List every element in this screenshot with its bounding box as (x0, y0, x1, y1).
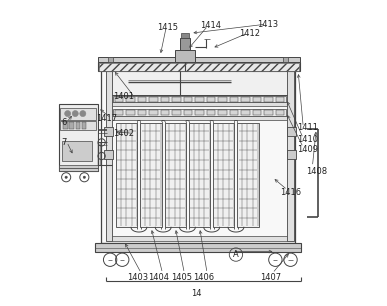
Text: 1412: 1412 (239, 29, 260, 38)
Bar (115, 110, 123, 115)
Bar (241, 97, 250, 102)
Bar (230, 110, 238, 115)
Bar (264, 97, 273, 102)
Bar (161, 97, 169, 102)
Bar (149, 110, 158, 115)
Circle shape (72, 110, 78, 117)
Text: 1411: 1411 (297, 123, 318, 132)
Text: 1402: 1402 (113, 129, 134, 138)
Bar (253, 110, 262, 115)
Bar (95, 243, 301, 252)
Bar (108, 58, 113, 62)
Bar (230, 97, 238, 102)
Bar (140, 123, 162, 227)
Text: 1408: 1408 (306, 167, 327, 176)
Circle shape (83, 176, 86, 178)
Bar (98, 62, 300, 71)
Bar (182, 33, 189, 38)
Text: 7: 7 (61, 138, 67, 147)
Bar (172, 110, 181, 115)
Text: 1416: 1416 (280, 188, 301, 197)
Text: 1414: 1414 (200, 21, 221, 30)
Text: 1407: 1407 (260, 273, 281, 282)
Bar (184, 97, 192, 102)
Bar (287, 127, 296, 136)
Text: 1403: 1403 (127, 273, 148, 282)
Bar (107, 71, 289, 95)
Bar (207, 97, 215, 102)
Circle shape (80, 110, 86, 117)
Bar (60, 107, 96, 120)
Bar (189, 123, 210, 227)
Bar (115, 97, 123, 102)
Bar (138, 97, 146, 102)
Bar (213, 123, 235, 227)
Text: 14: 14 (191, 289, 202, 298)
Bar (98, 57, 300, 62)
Bar (172, 97, 181, 102)
Bar (62, 141, 92, 161)
Bar (126, 110, 135, 115)
Text: 1413: 1413 (257, 20, 278, 29)
Bar (180, 38, 190, 50)
Bar (195, 97, 204, 102)
Bar (149, 97, 158, 102)
Text: 1405: 1405 (171, 273, 192, 282)
Circle shape (65, 110, 71, 117)
Bar (276, 110, 284, 115)
Bar (175, 50, 195, 62)
Bar (60, 121, 96, 130)
Bar (111, 103, 288, 106)
Bar (253, 97, 262, 102)
Bar (161, 110, 169, 115)
Bar (165, 123, 186, 227)
Text: 1404: 1404 (148, 273, 169, 282)
Text: 1415: 1415 (157, 23, 178, 32)
Bar (238, 123, 259, 227)
Bar (287, 150, 296, 159)
Text: 1417: 1417 (96, 114, 118, 123)
Text: 1401: 1401 (113, 92, 134, 101)
Bar (288, 65, 294, 241)
Bar (184, 110, 192, 115)
Bar (195, 110, 204, 115)
Bar (104, 150, 113, 159)
Bar (241, 110, 250, 115)
Bar (113, 96, 286, 103)
Bar (126, 97, 135, 102)
Bar (113, 109, 286, 116)
Bar (58, 165, 98, 168)
Text: 1406: 1406 (194, 273, 215, 282)
Circle shape (65, 176, 67, 178)
Bar (58, 168, 98, 171)
Bar (116, 123, 137, 227)
Bar (75, 122, 80, 129)
Bar (106, 65, 111, 241)
Bar (63, 122, 68, 129)
Bar (104, 127, 113, 136)
Bar (99, 63, 299, 71)
Text: 1409: 1409 (297, 145, 318, 155)
Bar (218, 97, 227, 102)
Bar (264, 110, 273, 115)
Text: A: A (233, 250, 239, 259)
Bar (111, 237, 288, 241)
Bar (283, 58, 288, 62)
Text: 1410: 1410 (297, 135, 318, 144)
Bar (101, 67, 295, 243)
Bar (70, 122, 74, 129)
Bar (111, 116, 288, 120)
Text: 6: 6 (61, 118, 67, 127)
Bar (218, 110, 227, 115)
Bar (58, 104, 98, 171)
Bar (82, 122, 86, 129)
Bar (276, 97, 284, 102)
Bar (207, 110, 215, 115)
Bar (138, 110, 146, 115)
